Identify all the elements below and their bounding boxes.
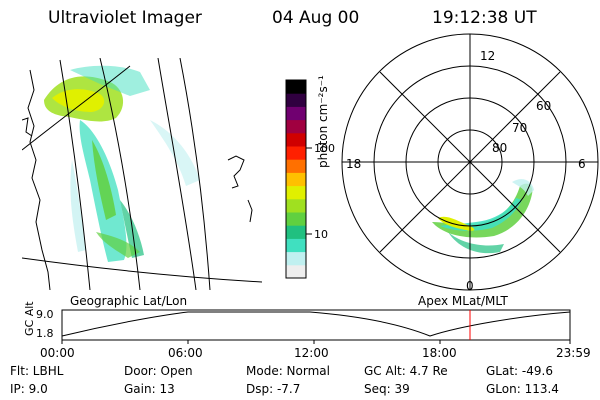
geographic-label: Geographic Lat/Lon <box>70 294 188 308</box>
colorbar-segment <box>286 93 306 107</box>
colorbar-segment <box>286 185 306 200</box>
time-tick-0600: 06:00 <box>168 346 203 360</box>
info-glon: GLon: 113.4 <box>486 382 559 396</box>
info-seq: Seq: 39 <box>364 382 410 396</box>
alt-tick-1: 1.8 <box>36 327 54 340</box>
mlt-label-0: 0 <box>466 279 474 293</box>
lat-label-60: 60 <box>536 99 551 113</box>
info-filter: Flt: LBHL <box>10 364 64 378</box>
info-ip: IP: 9.0 <box>10 382 48 396</box>
altitude-ticks <box>61 340 571 344</box>
apex-label: Apex MLat/MLT <box>418 294 508 308</box>
colorbar-segment <box>286 132 306 147</box>
altitude-plot <box>61 309 571 344</box>
alt-tick-9: 9.0 <box>36 308 54 321</box>
colorbar-segment <box>286 80 306 94</box>
colorbar-ticks <box>306 147 312 235</box>
polar-aurora <box>432 179 534 254</box>
time-tick-0000: 00:00 <box>40 346 75 360</box>
info-gc-alt: GC Alt: 4.7 Re <box>364 364 448 378</box>
info-gain: Gain: 13 <box>124 382 175 396</box>
colorbar-label: photon cm⁻²s⁻¹ <box>316 75 330 168</box>
lat-label-70: 70 <box>512 121 527 135</box>
coastlines <box>22 69 253 290</box>
info-mode: Mode: Normal <box>246 364 330 378</box>
colorbar-segment <box>286 225 306 239</box>
colorbar-segment <box>286 198 306 213</box>
colorbar-segment <box>286 146 306 160</box>
colorbar-segment <box>286 106 306 121</box>
altitude-ylabel: GC Alt <box>23 301 36 336</box>
colorbar-segment <box>286 159 306 173</box>
colorbar-segment <box>286 172 306 187</box>
imager-title: Ultraviolet Imager <box>48 8 202 28</box>
colorbar-segment <box>286 212 306 226</box>
colorbar-frame <box>285 79 307 279</box>
info-door: Door: Open <box>124 364 193 378</box>
time-tick-2359: 23:59 <box>556 346 591 360</box>
aurora-emission <box>44 65 200 262</box>
time-tick-1200: 12:00 <box>294 346 329 360</box>
geographic-map <box>22 58 262 290</box>
time-tick-1800: 18:00 <box>422 346 457 360</box>
mlt-label-12: 12 <box>480 49 495 63</box>
polar-plot <box>341 33 599 291</box>
header-time: 19:12:38 UT <box>432 8 537 28</box>
colorbar-segment <box>286 251 306 266</box>
colorbar-tick-10: 10 <box>314 228 328 241</box>
colorbar-segment <box>286 264 306 279</box>
info-dsp: Dsp: -7.7 <box>246 382 301 396</box>
colorbar-segment <box>286 238 306 253</box>
colorbar-tick-100: 100 <box>314 142 335 155</box>
colorbar-segment <box>286 119 306 134</box>
header-date: 04 Aug 00 <box>272 8 360 28</box>
mlt-label-6: 6 <box>578 157 586 171</box>
mlt-label-18: 18 <box>346 157 361 171</box>
info-glat: GLat: -49.6 <box>486 364 553 378</box>
polar-grid <box>341 33 599 291</box>
lat-label-80: 80 <box>492 141 507 155</box>
colorbar <box>285 79 307 279</box>
